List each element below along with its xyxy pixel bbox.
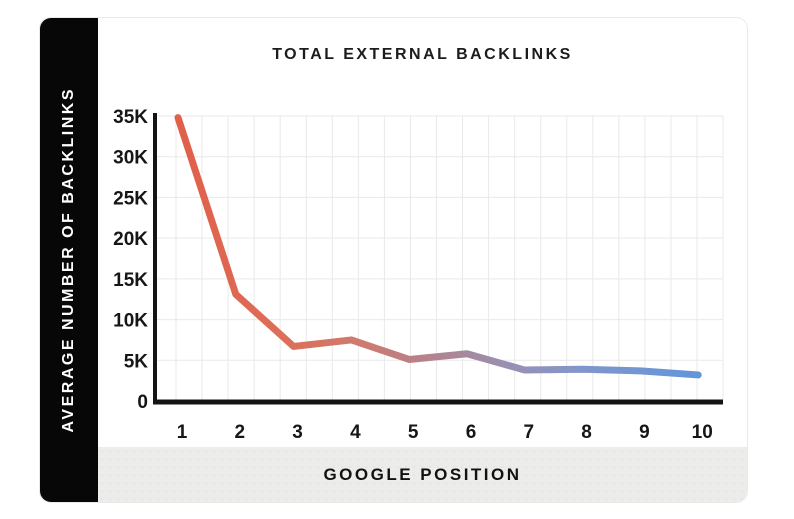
x-tick-label: 9 bbox=[639, 422, 650, 443]
x-tick-label: 5 bbox=[408, 422, 419, 443]
y-tick-label: 15K bbox=[113, 270, 148, 291]
y-tick-label: 10K bbox=[113, 311, 148, 332]
x-tick-label: 4 bbox=[350, 422, 361, 443]
y-tick-label: 25K bbox=[113, 188, 148, 209]
y-tick-label: 30K bbox=[113, 148, 148, 169]
y-axis-title: AVERAGE NUMBER OF BACKLINKS bbox=[60, 87, 77, 433]
y-tick-label: 20K bbox=[113, 229, 148, 250]
chart-zone: TOTAL EXTERNAL BACKLINKS 35K 30K 25K 20K 15K… bbox=[98, 18, 747, 447]
x-tick-label: 7 bbox=[524, 422, 535, 443]
plot-area: 35K 30K 25K 20K 15K 10K 5K 0 1 2 3 4 5 6 7 8 9 10 bbox=[113, 107, 724, 443]
x-tick-label: 3 bbox=[292, 422, 303, 443]
x-tick-label: 2 bbox=[235, 422, 246, 443]
chart-title: TOTAL EXTERNAL BACKLINKS bbox=[272, 46, 573, 63]
backlinks-line bbox=[174, 114, 702, 379]
y-tick-label: 35K bbox=[113, 107, 148, 128]
x-axis-title-bar: GOOGLE POSITION bbox=[98, 447, 747, 502]
x-tick-label: 1 bbox=[177, 422, 188, 443]
y-axis-title-bar: AVERAGE NUMBER OF BACKLINKS bbox=[40, 18, 98, 502]
x-tick-label: 6 bbox=[466, 422, 477, 443]
chart-card: AVERAGE NUMBER OF BACKLINKS TOTAL EXTERN… bbox=[39, 17, 748, 503]
chart-main: TOTAL EXTERNAL BACKLINKS 35K 30K 25K 20K 15K… bbox=[98, 18, 747, 502]
x-tick-label: 8 bbox=[581, 422, 592, 443]
x-tick-label: 10 bbox=[692, 422, 713, 443]
y-tick-label: 0 bbox=[137, 392, 148, 413]
y-tick-label: 5K bbox=[124, 351, 149, 372]
x-axis-title: GOOGLE POSITION bbox=[323, 464, 522, 484]
